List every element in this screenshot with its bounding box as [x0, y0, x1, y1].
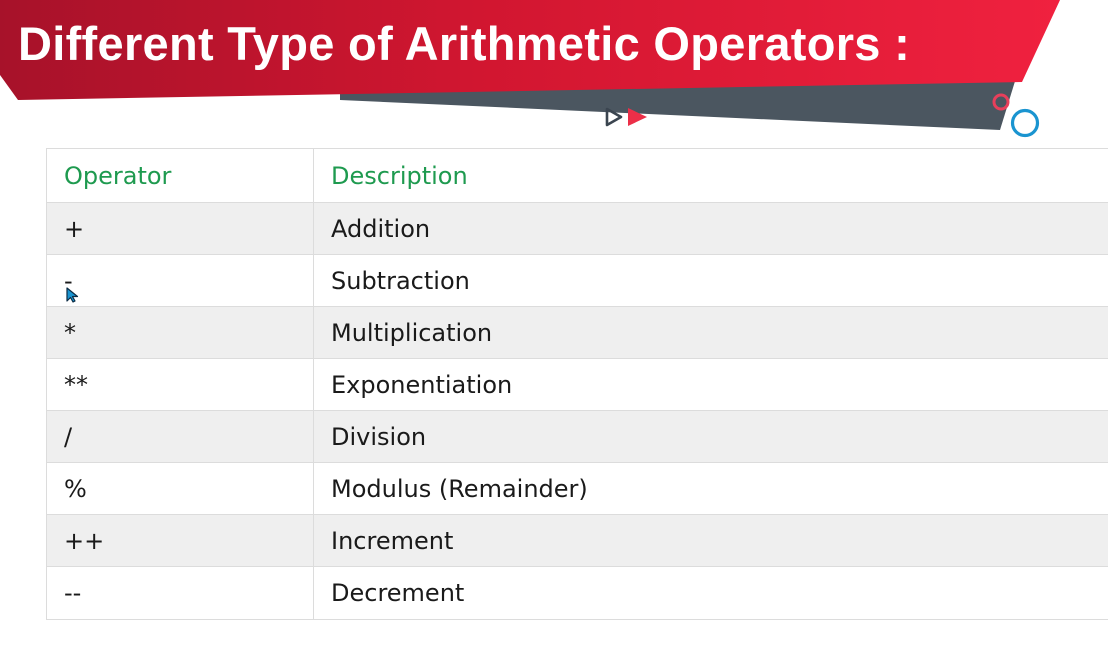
table-row: - Subtraction [46, 254, 1108, 307]
column-header-operator: Operator [46, 148, 314, 203]
operator-cell: + [46, 202, 314, 255]
operators-table: Operator Description + Addition - Subtra… [46, 148, 1108, 620]
column-header-description: Description [313, 148, 1108, 203]
table-row: -- Decrement [46, 566, 1108, 620]
table-row: + Addition [46, 202, 1108, 255]
table-row: ** Exponentiation [46, 358, 1108, 411]
description-cell: Modulus (Remainder) [313, 462, 1108, 515]
operator-cell: -- [46, 566, 314, 620]
description-cell: Increment [313, 514, 1108, 567]
operator-cell: % [46, 462, 314, 515]
operator-cell: ** [46, 358, 314, 411]
description-cell: Exponentiation [313, 358, 1108, 411]
description-cell: Addition [313, 202, 1108, 255]
description-cell: Decrement [313, 566, 1108, 620]
table-row: ++ Increment [46, 514, 1108, 567]
table-row: % Modulus (Remainder) [46, 462, 1108, 515]
description-cell: Subtraction [313, 254, 1108, 307]
operator-cell: - [46, 254, 314, 307]
table-row: / Division [46, 410, 1108, 463]
operator-cell: / [46, 410, 314, 463]
description-cell: Multiplication [313, 306, 1108, 359]
operators-table-container: Operator Description + Addition - Subtra… [46, 148, 1108, 620]
operator-cell: ++ [46, 514, 314, 567]
title-banner-red [0, 0, 1060, 100]
description-cell: Division [313, 410, 1108, 463]
table-row: * Multiplication [46, 306, 1108, 359]
decorative-circles-icon [992, 93, 1040, 138]
play-arrows-icon [605, 107, 647, 127]
table-header-row: Operator Description [46, 148, 1108, 203]
slide-title: Different Type of Arithmetic Operators : [18, 17, 911, 70]
operator-cell: * [46, 306, 314, 359]
